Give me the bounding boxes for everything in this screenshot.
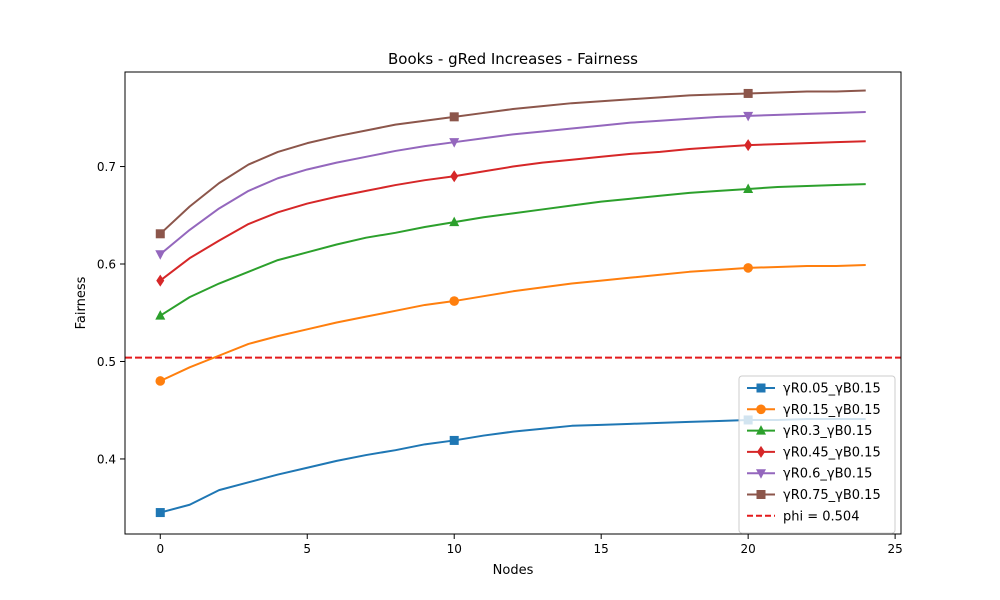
legend-entry: γR0.45_γB0.15 [747,445,881,460]
data-point [449,296,460,306]
data-point [155,376,166,386]
x-tick-label: 5 [303,542,311,556]
legend-marker [756,425,766,435]
legend-box [738,375,896,534]
legend-entry: γR0.6_γB0.15 [747,467,872,482]
x-tick-label: 0 [156,542,164,556]
legend-entry: phi = 0.504 [747,509,859,524]
y-tick-label: 0.7 [97,160,116,174]
series-5 [155,110,866,260]
x-tick-label: 20 [741,542,756,556]
data-point [155,310,166,320]
series-3 [155,183,866,320]
legend-label: γR0.05_γB0.15 [783,382,881,397]
series-6 [155,88,866,239]
data-point [155,250,166,260]
legend-marker [756,469,766,479]
legend-entry: γR0.75_γB0.15 [747,488,881,503]
legend-marker [756,490,766,499]
y-tick-label: 0.6 [97,258,116,272]
axes-frame [124,71,902,535]
data-point [156,274,165,287]
legend-label: γR0.15_γB0.15 [783,403,881,418]
data-point [449,216,460,227]
legend-entry: γR0.15_γB0.15 [747,403,881,418]
legend-label: γR0.3_γB0.15 [783,424,872,439]
data-point [450,170,459,183]
data-point [743,263,753,273]
data-point [743,88,753,98]
series-2 [155,263,866,386]
series-4 [156,139,866,287]
legend-label: γR0.6_γB0.15 [783,467,872,482]
data-point [449,138,460,148]
legend-marker [756,404,766,415]
data-point [449,435,459,445]
legend: γR0.05_γB0.15 γR0.15_γB0.15 γR0.3_γB0.15 γR… [738,375,896,534]
legend-entry: γR0.3_γB0.15 [747,424,872,439]
legend-entry: γR0.05_γB0.15 [747,382,881,397]
x-tick-label: 15 [594,542,609,556]
legend-marker [756,383,766,393]
y-tick-label: 0.4 [97,452,116,466]
data-point [743,183,754,193]
data-point [744,139,753,152]
x-tick-label: 10 [447,542,462,556]
axis-ticks: 0 5 10 15 20 25 0.4 0.5 0.6 0.7 [97,160,903,556]
data-point [155,229,165,239]
legend-marker [757,445,765,458]
y-axis-label: Fairness [74,276,89,329]
data-point [449,112,459,122]
x-axis-label: Nodes [493,563,534,578]
legend-label: γR0.45_γB0.15 [783,445,881,460]
x-tick-label: 25 [887,542,902,556]
data-point [743,111,754,122]
legend-label: γR0.75_γB0.15 [783,488,881,503]
legend-label: phi = 0.504 [783,509,859,524]
y-tick-label: 0.5 [97,355,116,369]
data-point [155,508,165,518]
chart-title: Books - gRed Increases - Fairness [388,50,638,68]
